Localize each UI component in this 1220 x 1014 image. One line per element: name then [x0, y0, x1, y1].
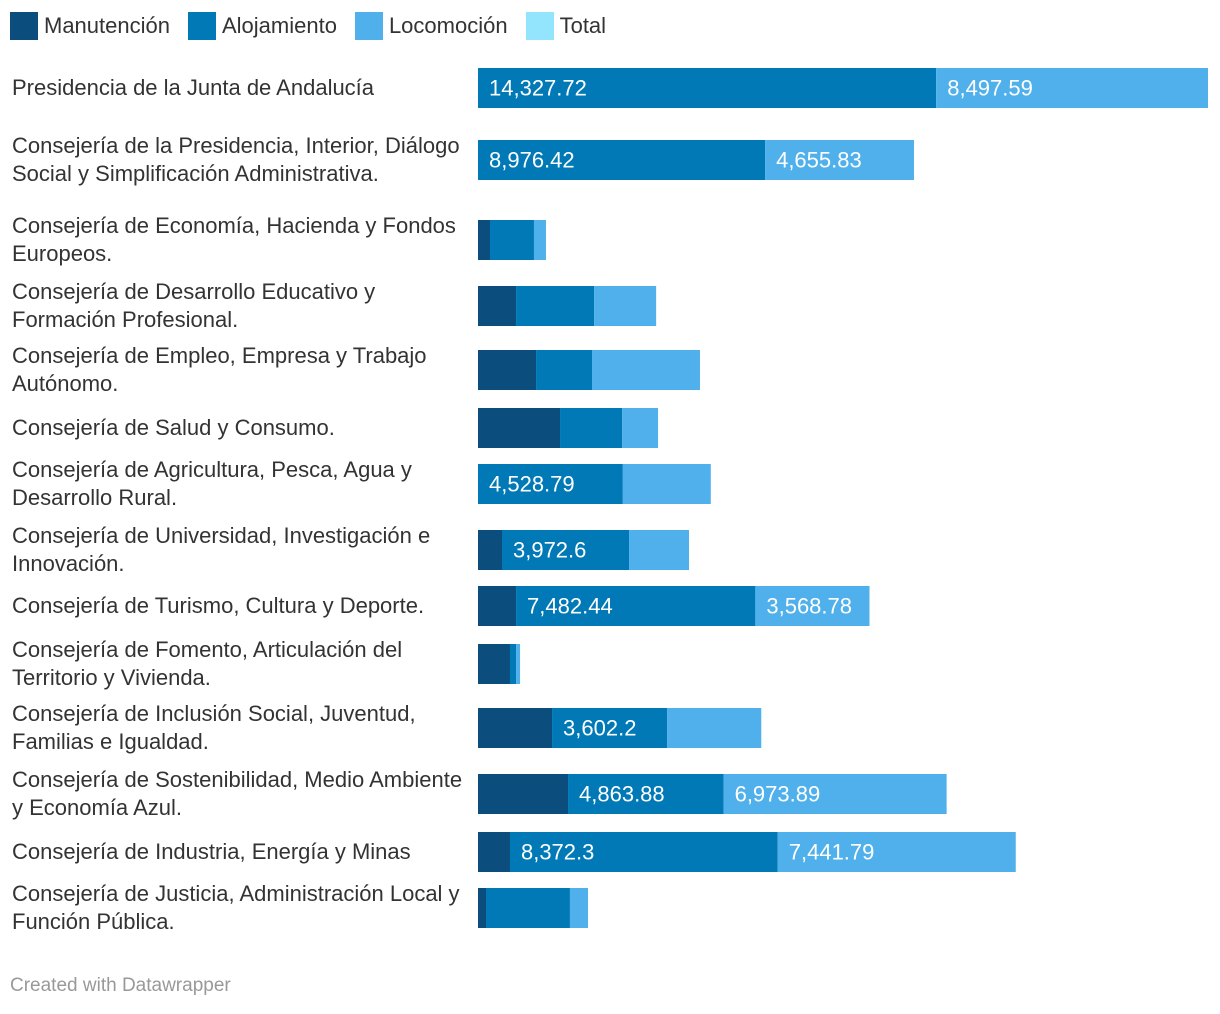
- legend-item: Total: [525, 12, 607, 40]
- bar-segment-alojamiento: [509, 832, 778, 872]
- bar-segment-locomoción: [667, 708, 762, 748]
- category-label: Consejería de Empleo, Empresa y Trabajo …: [12, 343, 427, 396]
- category-label: Consejería de Turismo, Cultura y Deporte…: [12, 593, 425, 618]
- legend-item: Alojamiento: [187, 12, 337, 40]
- bar-segment-manutención: [478, 774, 569, 814]
- legend-item: Manutención: [10, 12, 170, 40]
- bar-segment-manutención: [478, 350, 537, 390]
- category-label: Consejería de Universidad, Investigación…: [12, 523, 431, 576]
- bar-segment-alojamiento: [478, 464, 623, 504]
- bar-segment-locomoción: [594, 286, 657, 326]
- bar-segment-manutención: [478, 888, 486, 928]
- legend-swatch: [354, 12, 383, 40]
- bar-segment-manutención: [478, 286, 517, 326]
- bar-segment-locomoción: [765, 140, 914, 180]
- bar-segment-locomoción: [516, 644, 521, 684]
- legend-label: Locomoción: [388, 13, 508, 38]
- category-label: Consejería de Fomento, Articulación del …: [12, 637, 403, 690]
- bar-segment-locomoción: [629, 530, 690, 570]
- category-label: Consejería de Justicia, Administración L…: [12, 881, 460, 934]
- bar-segment-alojamiento: [516, 586, 756, 626]
- category-label: Consejería de Inclusión Social, Juventud…: [12, 701, 416, 754]
- bar-segment-manutención: [478, 408, 561, 448]
- bar-value-label: 4,528.79: [489, 472, 575, 497]
- bar-value-label: 3,568.78: [766, 594, 852, 619]
- bar-segment-locomoción: [755, 586, 870, 626]
- bar-value-label: 8,497.59: [947, 76, 1033, 101]
- bar-value-label: 8,976.42: [489, 148, 575, 173]
- bar-value-label: 4,655.83: [776, 148, 862, 173]
- bar-segment-manutención: [478, 530, 502, 570]
- bar-segment-alojamiento: [560, 408, 623, 448]
- bar-segment-manutención: [478, 220, 490, 260]
- bar-value-label: 3,602.2: [563, 716, 636, 741]
- bar-value-label: 7,482.44: [527, 594, 613, 619]
- legend-label: Total: [559, 13, 607, 38]
- category-label: Consejería de Salud y Consumo.: [12, 415, 335, 440]
- category-label: Consejería de Desarrollo Educativo y For…: [12, 279, 376, 332]
- bar-value-label: 8,372.3: [521, 840, 594, 865]
- legend: Manutención Alojamiento Locomoción Total: [10, 10, 624, 42]
- legend-label: Manutención: [44, 13, 170, 38]
- category-label: Consejería de Industria, Energía y Minas: [12, 839, 411, 864]
- category-label: Consejería de Economía, Hacienda y Fondo…: [12, 213, 456, 266]
- legend-item: Locomoción: [354, 12, 508, 40]
- bar-value-label: 4,863.88: [579, 782, 665, 807]
- bar-segment-alojamiento: [516, 286, 595, 326]
- bar-segment-alojamiento: [489, 220, 534, 260]
- bar-segment-locomoción: [569, 888, 589, 928]
- legend-label: Alojamiento: [221, 13, 337, 38]
- legend-swatch: [10, 12, 38, 40]
- bar-segment-alojamiento: [478, 140, 766, 180]
- bar-segment-manutención: [478, 586, 517, 626]
- bar-segment-alojamiento: [552, 708, 668, 748]
- bar-segment-alojamiento: [536, 350, 593, 390]
- bar-segment-locomoción: [723, 774, 947, 814]
- bar-segment-locomoción: [622, 464, 711, 504]
- bar-segment-alojamiento: [501, 530, 630, 570]
- bar-segment-locomoción: [936, 68, 1208, 108]
- footer-credit: Created with Datawrapper: [10, 975, 231, 996]
- bar-segment-manutención: [478, 708, 553, 748]
- bar-segment-locomoción: [592, 350, 700, 390]
- bar-value-label: 3,972.6: [513, 538, 586, 563]
- bar-segment-alojamiento: [509, 644, 517, 684]
- bar-value-label: 14,327.72: [489, 76, 587, 101]
- legend-swatch: [187, 12, 216, 40]
- category-label: Presidencia de la Junta de Andalucía: [12, 75, 375, 100]
- bar-segment-alojamiento: [568, 774, 724, 814]
- bar-segment-alojamiento: [478, 68, 937, 108]
- category-label: Consejería de la Presidencia, Interior, …: [12, 133, 460, 186]
- bar-segment-alojamiento: [486, 888, 570, 928]
- bar-segment-locomoción: [533, 220, 546, 260]
- category-label: Consejería de Sostenibilidad, Medio Ambi…: [12, 767, 463, 820]
- legend-swatch: [525, 12, 554, 40]
- bar-value-label: 6,973.89: [735, 782, 821, 807]
- category-label: Consejería de Agricultura, Pesca, Agua y…: [12, 457, 412, 510]
- bar-segment-locomoción: [622, 408, 659, 448]
- bar-value-label: 7,441.79: [789, 840, 875, 865]
- bar-segment-manutención: [478, 644, 510, 684]
- bar-segment-manutención: [478, 832, 510, 872]
- bar-segment-locomoción: [777, 832, 1016, 872]
